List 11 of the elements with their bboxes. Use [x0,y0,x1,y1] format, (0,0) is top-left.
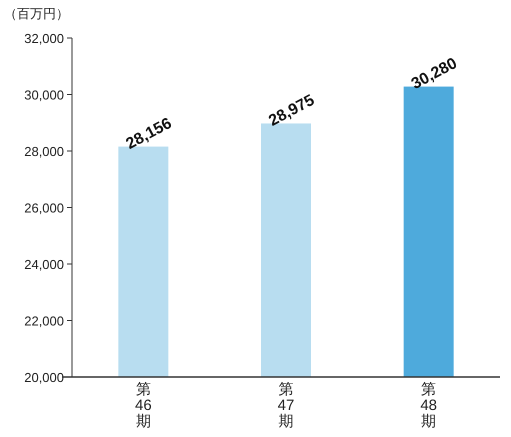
y-tick-label: 24,000 [24,257,64,272]
y-tick-label: 22,000 [24,314,64,328]
y-tick-label: 20,000 [24,370,64,385]
x-tick-label: 第48期 [420,381,438,430]
y-tick-label: 30,000 [24,88,64,102]
y-axis-title: （百万円） [4,6,69,21]
x-tick-label: 第46期 [134,381,152,430]
y-tick-label: 26,000 [24,200,64,216]
y-tick-label: 32,000 [24,31,64,46]
x-tick-label: 第47期 [278,381,294,430]
y-tick-label: 28,000 [24,144,64,159]
